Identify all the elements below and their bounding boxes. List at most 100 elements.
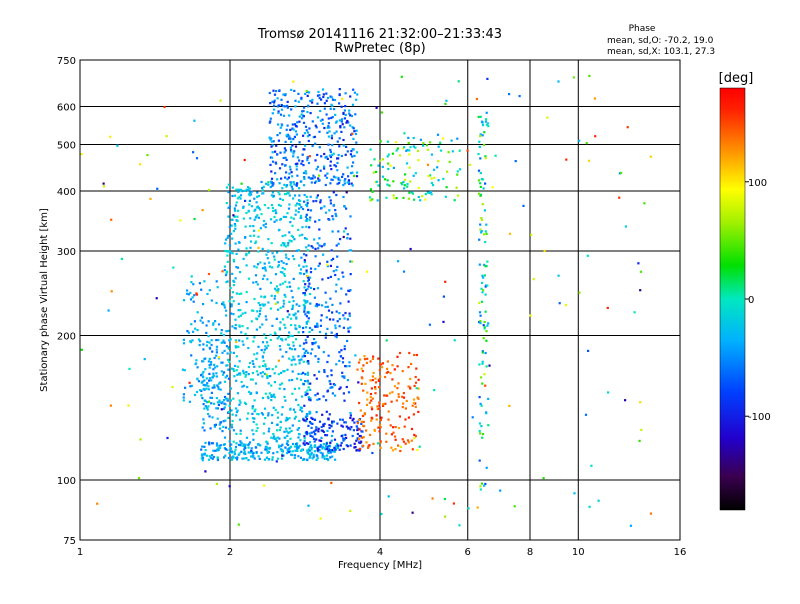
data-point <box>301 110 304 113</box>
data-point <box>231 252 234 255</box>
data-point <box>288 417 291 420</box>
data-point <box>208 443 211 446</box>
data-point <box>222 301 225 304</box>
data-point <box>328 413 331 416</box>
data-point <box>395 197 398 200</box>
data-point <box>120 257 123 260</box>
data-point <box>278 167 282 170</box>
data-point <box>597 499 600 502</box>
data-point <box>234 456 237 459</box>
data-point <box>297 355 300 358</box>
data-point <box>479 485 482 488</box>
data-point <box>360 420 363 423</box>
data-point <box>325 434 329 437</box>
data-point <box>339 125 342 128</box>
data-point <box>240 189 243 192</box>
data-point <box>294 213 297 216</box>
data-point <box>284 295 287 298</box>
data-point <box>238 452 241 455</box>
data-point <box>269 307 272 310</box>
data-point <box>316 194 319 197</box>
data-point <box>226 236 229 239</box>
data-point <box>205 331 208 334</box>
data-point <box>265 440 268 443</box>
data-point <box>235 266 238 269</box>
data-point <box>281 187 284 190</box>
data-point <box>316 304 319 307</box>
data-point <box>193 217 196 221</box>
data-point <box>235 411 238 414</box>
data-point <box>302 134 305 137</box>
data-point <box>305 433 308 436</box>
data-point <box>335 269 338 272</box>
data-point <box>295 316 298 319</box>
data-point <box>290 216 293 219</box>
data-point <box>293 150 296 153</box>
data-point <box>276 337 279 340</box>
data-point <box>626 126 629 129</box>
data-point <box>205 454 209 457</box>
data-point <box>243 158 246 162</box>
data-point <box>396 365 399 368</box>
data-point <box>201 321 204 324</box>
data-point <box>274 211 278 214</box>
data-point <box>314 142 317 145</box>
data-point <box>488 364 491 367</box>
data-point <box>338 137 341 140</box>
data-point <box>303 132 306 135</box>
data-point <box>219 388 222 391</box>
data-point <box>271 206 274 210</box>
data-point <box>221 270 224 273</box>
data-point <box>389 424 392 427</box>
x-tick-label: 1 <box>77 547 83 558</box>
data-point <box>226 254 229 257</box>
data-point <box>239 194 243 197</box>
data-point <box>308 91 311 94</box>
data-point <box>306 205 309 208</box>
data-point <box>191 296 194 299</box>
data-point <box>331 98 335 101</box>
data-point <box>192 300 195 303</box>
data-point <box>281 198 284 202</box>
data-point <box>387 410 390 413</box>
data-point <box>224 397 228 400</box>
data-point <box>407 136 410 139</box>
data-point <box>295 444 298 447</box>
data-point <box>224 238 228 241</box>
data-point <box>332 218 335 221</box>
data-point <box>335 130 338 133</box>
data-point <box>303 308 306 311</box>
data-point <box>242 371 245 374</box>
data-point <box>291 453 294 457</box>
data-point <box>274 150 277 153</box>
data-point <box>171 385 174 389</box>
data-point <box>247 373 250 376</box>
data-point <box>304 289 308 292</box>
data-point <box>486 284 489 287</box>
data-point <box>235 414 238 417</box>
data-point <box>275 439 278 442</box>
data-point <box>452 502 455 505</box>
data-point <box>478 363 481 366</box>
data-point <box>314 394 317 397</box>
data-point <box>413 437 416 440</box>
data-point <box>640 428 643 431</box>
data-point <box>484 157 487 160</box>
data-point <box>202 387 205 390</box>
data-point <box>349 416 352 419</box>
data-point <box>443 497 446 501</box>
data-point <box>345 121 348 124</box>
data-point <box>349 153 352 156</box>
data-point <box>303 307 306 310</box>
data-point <box>257 229 260 232</box>
data-point <box>308 330 311 334</box>
data-point <box>371 379 374 382</box>
data-point <box>276 291 279 294</box>
data-point <box>279 197 282 200</box>
data-point <box>308 219 311 222</box>
data-point <box>293 258 296 261</box>
data-point <box>234 323 237 327</box>
data-point <box>264 363 267 366</box>
data-point <box>346 236 349 240</box>
data-point <box>255 266 258 269</box>
